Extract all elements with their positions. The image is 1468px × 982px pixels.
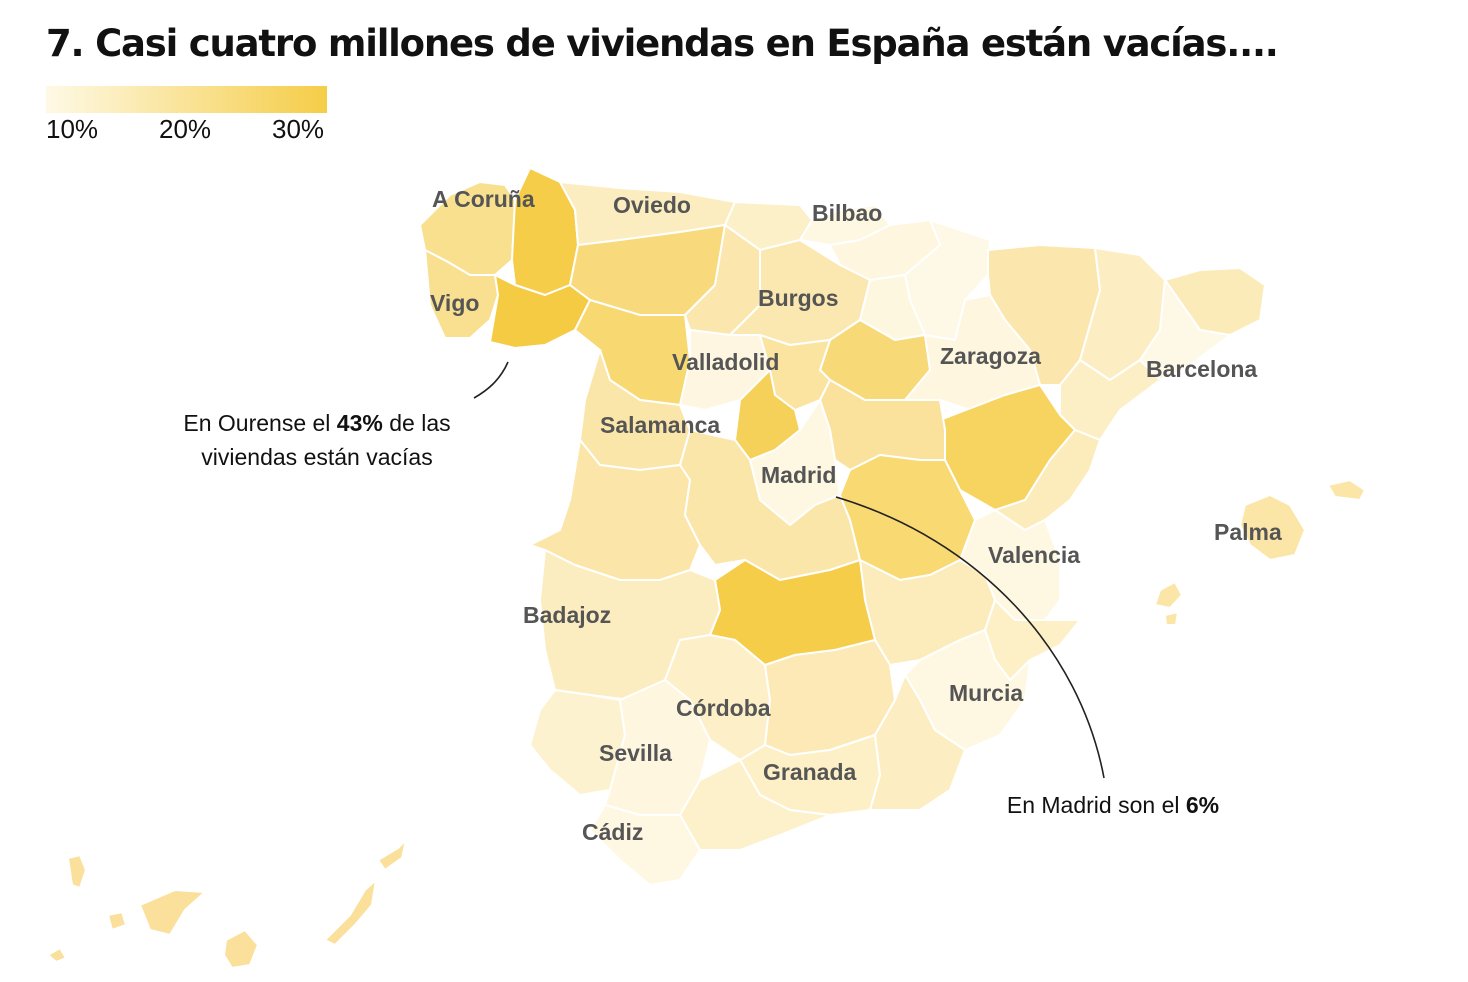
region-fuerteventura[interactable]	[324, 879, 377, 946]
region-gran-canaria[interactable]	[223, 929, 259, 969]
madrid-annotation: En Madrid son el 6%	[978, 788, 1248, 822]
legend-tick-20: 20%	[159, 114, 212, 144]
region-lanzarote[interactable]	[377, 839, 407, 871]
label-cadiz: Cádiz	[582, 819, 643, 845]
label-murcia: Murcia	[949, 680, 1023, 706]
label-oviedo: Oviedo	[613, 192, 691, 218]
label-cordoba: Córdoba	[676, 695, 771, 721]
region-ibiza[interactable]	[1154, 581, 1183, 609]
region-formentera[interactable]	[1164, 611, 1179, 626]
label-badajoz: Badajoz	[523, 602, 611, 628]
region-malaga[interactable]	[679, 759, 831, 851]
region-mallorca[interactable]	[1239, 494, 1306, 561]
region-huesca[interactable]	[987, 244, 1101, 386]
label-valencia: Valencia	[988, 542, 1080, 568]
madrid-annotation-value: 6%	[1185, 792, 1220, 818]
region-la-gomera[interactable]	[107, 911, 127, 931]
label-valladolid: Valladolid	[672, 349, 779, 375]
ourense-annotation-value: 43%	[336, 410, 383, 436]
label-bilbao: Bilbao	[812, 200, 882, 226]
label-madrid: Madrid	[761, 462, 836, 488]
label-zaragoza: Zaragoza	[940, 343, 1041, 369]
legend-tick-30: 30%	[272, 114, 325, 144]
ourense-annotation-line2: viviendas están vacías	[201, 444, 433, 470]
ourense-annotation-line1: En Ourense el 43% de las	[150, 406, 484, 440]
ourense-annotation-pre: En Ourense el	[183, 410, 337, 436]
madrid-annotation-pre: En Madrid son el	[1006, 792, 1186, 818]
label-sevilla: Sevilla	[599, 740, 672, 766]
region-cadiz[interactable]	[589, 804, 701, 886]
region-la-palma[interactable]	[67, 854, 87, 889]
region-pontevedra[interactable]	[424, 249, 499, 339]
label-palma: Palma	[1214, 519, 1282, 545]
color-scale-legend	[46, 86, 327, 113]
madrid-leader-line	[835, 496, 1105, 779]
region-almeria[interactable]	[869, 674, 966, 811]
label-burgos: Burgos	[758, 285, 839, 311]
region-menorca[interactable]	[1327, 479, 1366, 501]
region-tenerife[interactable]	[139, 889, 206, 936]
label-vigo: Vigo	[430, 290, 479, 316]
chart-title: 7. Casi cuatro millones de viviendas en …	[46, 22, 1279, 65]
legend-tick-10: 10%	[46, 114, 99, 144]
ourense-leader-line	[473, 361, 509, 399]
region-huelva[interactable]	[529, 689, 626, 796]
label-barcelona: Barcelona	[1146, 356, 1257, 382]
ourense-annotation: En Ourense el 43% de las viviendas están…	[150, 406, 484, 474]
label-granada: Granada	[763, 759, 857, 785]
label-salamanca: Salamanca	[600, 412, 720, 438]
label-a-coruna: A Coruña	[432, 186, 535, 212]
region-el-hierro[interactable]	[47, 947, 67, 963]
ourense-annotation-post: de las	[382, 410, 451, 436]
